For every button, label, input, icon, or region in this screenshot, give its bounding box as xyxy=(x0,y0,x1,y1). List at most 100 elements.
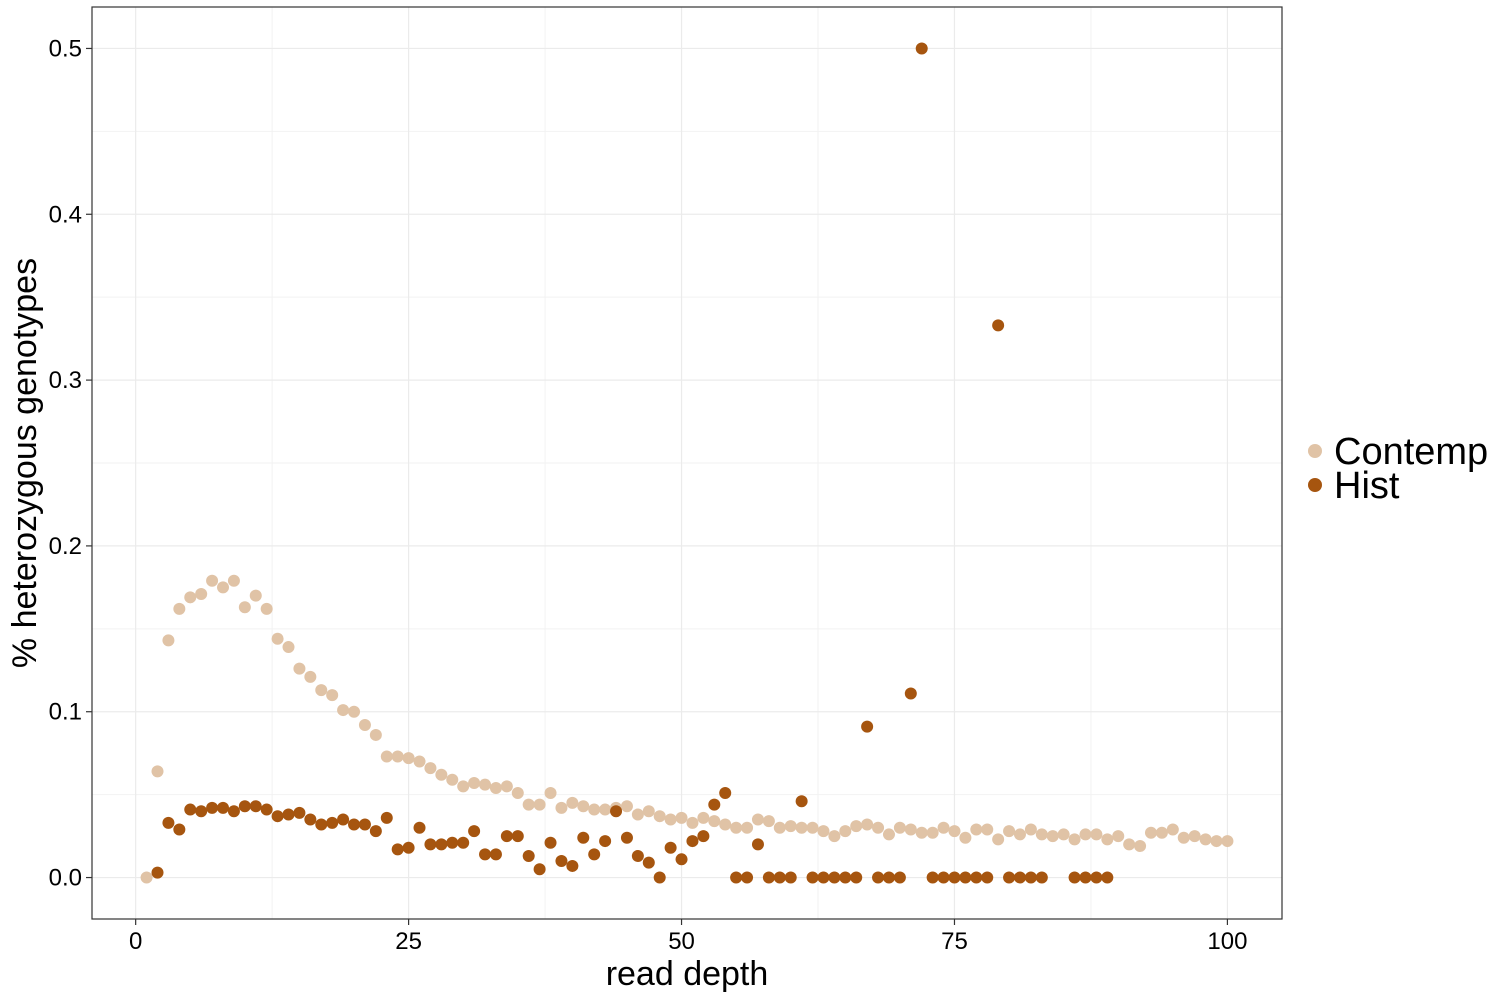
data-point xyxy=(882,828,895,841)
data-point xyxy=(326,816,339,829)
data-point xyxy=(882,871,895,884)
data-point xyxy=(577,800,590,813)
data-point xyxy=(489,782,502,795)
data-point xyxy=(915,42,928,55)
data-point xyxy=(675,853,688,866)
data-point xyxy=(708,798,721,811)
data-point xyxy=(839,871,852,884)
data-point xyxy=(959,831,972,844)
data-point xyxy=(1123,838,1136,851)
data-point xyxy=(522,849,535,862)
data-point xyxy=(937,821,950,834)
data-point xyxy=(184,803,197,816)
data-point xyxy=(1046,830,1059,843)
data-point xyxy=(992,833,1005,846)
data-point xyxy=(424,838,437,851)
data-point xyxy=(489,848,502,861)
data-point xyxy=(293,806,306,819)
data-point xyxy=(566,796,579,809)
data-point xyxy=(1101,833,1114,846)
data-point xyxy=(468,825,481,838)
x-axis-title: read depth xyxy=(606,955,769,993)
data-point xyxy=(926,826,939,839)
data-point xyxy=(795,795,808,808)
data-point xyxy=(1003,871,1016,884)
data-point xyxy=(631,849,644,862)
data-point xyxy=(195,587,208,600)
data-point xyxy=(1144,826,1157,839)
data-point xyxy=(227,574,240,587)
data-point xyxy=(238,800,251,813)
data-point xyxy=(337,813,350,826)
x-axis-tick-labels: 0 25 50 75 100 xyxy=(129,928,1247,955)
data-point xyxy=(686,835,699,848)
data-point xyxy=(1134,840,1147,853)
y-tick-label: 0.0 xyxy=(49,865,82,892)
data-point xyxy=(555,801,568,814)
data-point xyxy=(217,581,230,594)
data-point xyxy=(282,808,295,821)
data-point xyxy=(1101,871,1114,884)
data-point xyxy=(620,800,633,813)
data-point xyxy=(642,805,655,818)
data-point xyxy=(249,589,262,602)
y-tick-label: 0.4 xyxy=(49,201,82,228)
data-point xyxy=(1013,871,1026,884)
y-tick-label: 0.5 xyxy=(49,35,82,62)
data-point xyxy=(271,632,284,645)
data-point xyxy=(784,820,797,833)
data-point xyxy=(1068,833,1081,846)
data-point xyxy=(1221,835,1234,848)
data-point xyxy=(904,687,917,700)
data-point xyxy=(697,830,710,843)
data-point xyxy=(468,777,481,790)
data-points xyxy=(140,42,1234,884)
data-point xyxy=(741,821,754,834)
x-tick-label: 50 xyxy=(668,928,695,955)
data-point xyxy=(992,319,1005,332)
data-point xyxy=(817,825,830,838)
data-point xyxy=(806,871,819,884)
axis-ticks xyxy=(86,47,1229,925)
data-point xyxy=(315,684,328,697)
data-point xyxy=(850,820,863,833)
data-point xyxy=(500,780,513,793)
data-point xyxy=(500,830,513,843)
data-point xyxy=(762,871,775,884)
data-point xyxy=(850,871,863,884)
data-point xyxy=(730,821,743,834)
data-point xyxy=(893,821,906,834)
data-point xyxy=(926,871,939,884)
data-point xyxy=(227,805,240,818)
data-point xyxy=(970,823,983,836)
data-point xyxy=(391,843,404,856)
data-point xyxy=(1177,831,1190,844)
data-point xyxy=(511,786,524,799)
data-point xyxy=(828,871,841,884)
data-point xyxy=(784,871,797,884)
data-point xyxy=(741,871,754,884)
data-point xyxy=(457,780,470,793)
data-point xyxy=(326,689,339,702)
data-point xyxy=(904,823,917,836)
data-point xyxy=(664,841,677,854)
data-point xyxy=(249,800,262,813)
data-point xyxy=(348,818,361,831)
data-point xyxy=(1035,828,1048,841)
data-point xyxy=(719,786,732,799)
data-point xyxy=(380,811,393,824)
x-tick-label: 0 xyxy=(129,928,142,955)
plot-panel-border xyxy=(91,6,1283,920)
data-point xyxy=(948,825,961,838)
data-point xyxy=(937,871,950,884)
data-point xyxy=(435,768,448,781)
data-point xyxy=(358,818,371,831)
data-point xyxy=(970,871,983,884)
data-point xyxy=(151,765,164,778)
data-point xyxy=(304,670,317,683)
data-point xyxy=(369,825,382,838)
data-point xyxy=(457,836,470,849)
data-point xyxy=(238,601,251,614)
